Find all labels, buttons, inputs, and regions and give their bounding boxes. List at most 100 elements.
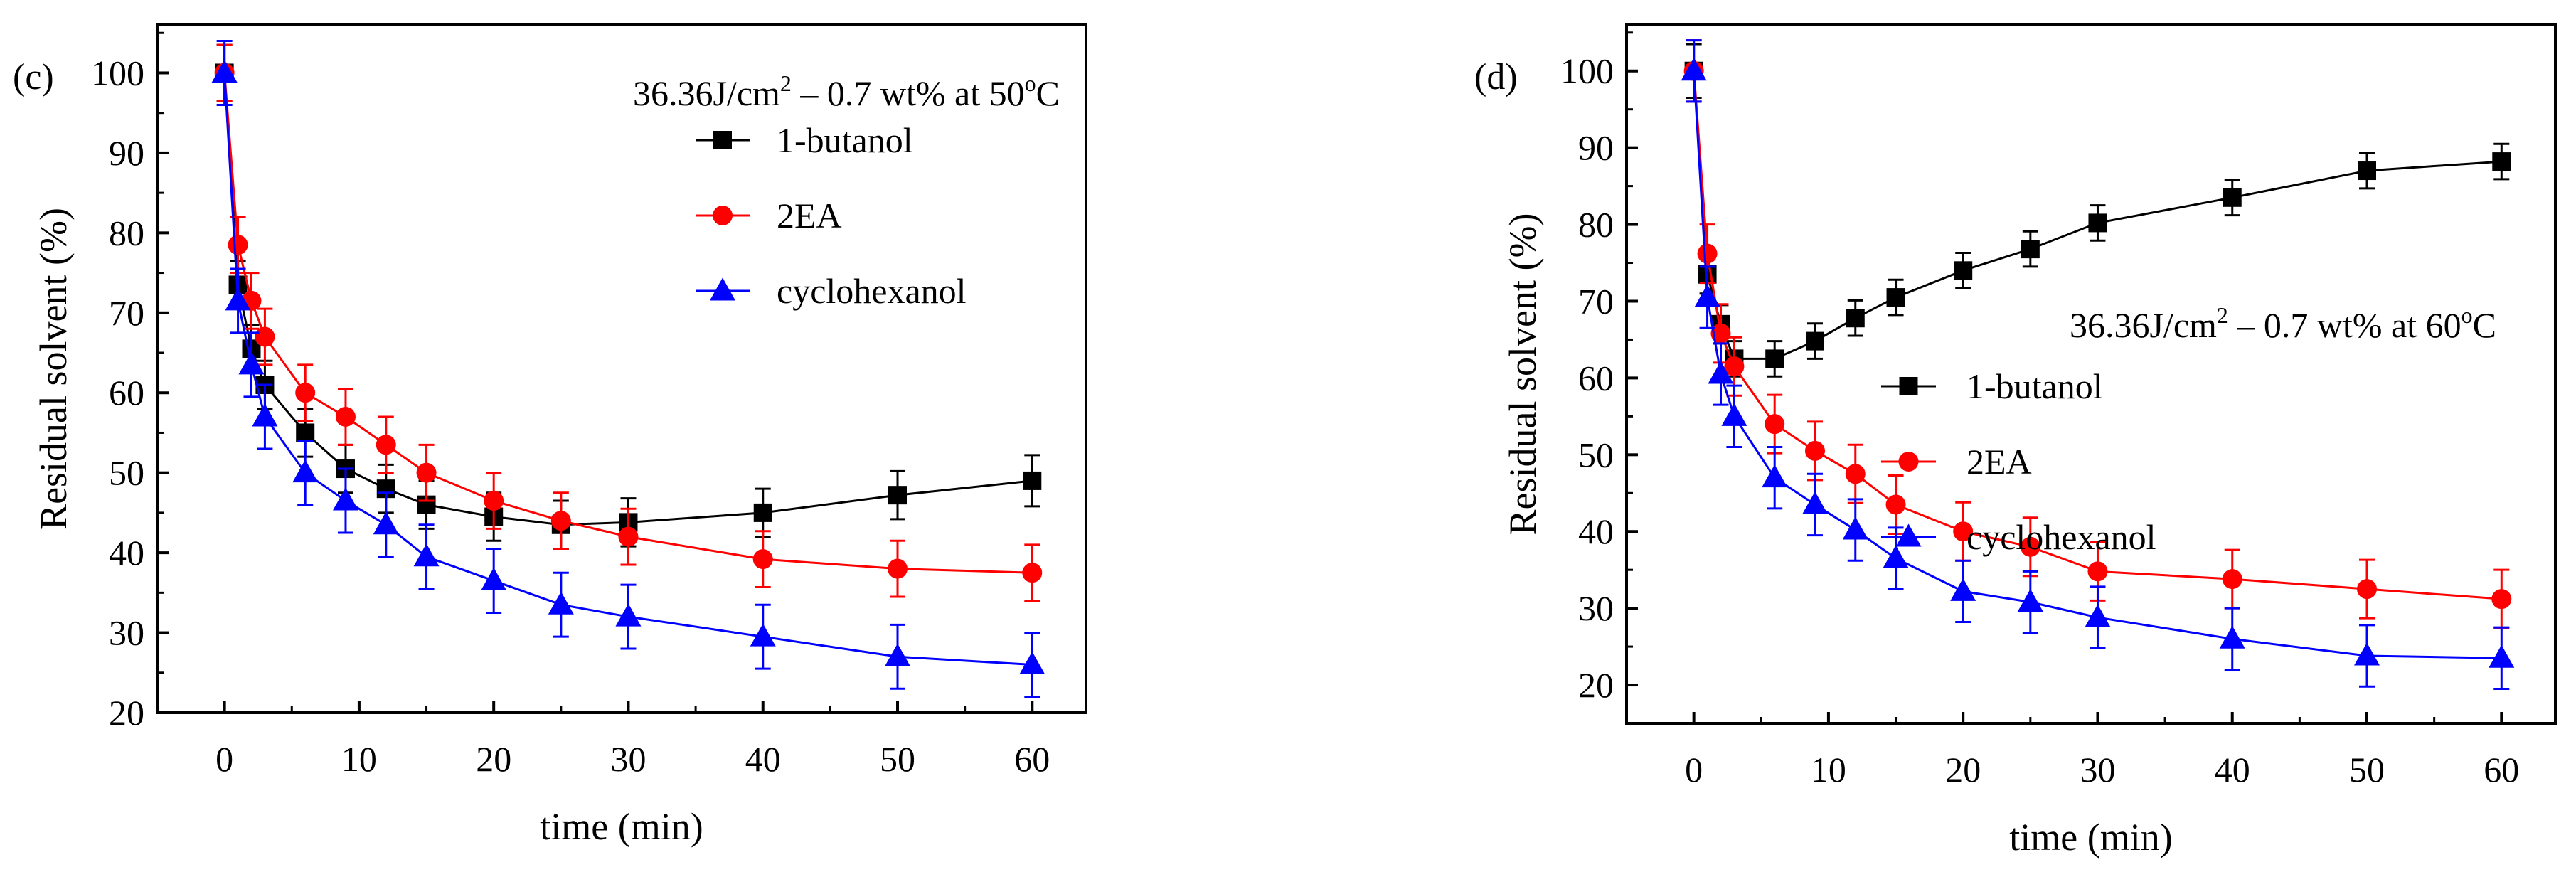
data-point [753, 503, 772, 522]
data-point [416, 462, 437, 483]
data-point [373, 511, 399, 535]
legend-entry-cyclohexanol: cyclohexanol [696, 271, 967, 311]
data-point [618, 526, 639, 547]
data-point [2357, 579, 2378, 600]
data-point [1801, 491, 1828, 514]
data-point [2088, 213, 2107, 233]
panel-label: (d) [1474, 57, 1518, 97]
data-point [292, 459, 319, 483]
x-tick-label: 10 [1811, 750, 1846, 790]
data-point [252, 403, 278, 427]
data-point [296, 423, 315, 442]
x-tick-label: 40 [2215, 750, 2250, 790]
y-tick-label: 70 [109, 293, 144, 333]
y-axis-title: Residual solvent (%) [32, 208, 75, 530]
data-point [1022, 563, 1043, 583]
data-point [255, 326, 275, 347]
series-cyclohexanol [1681, 39, 2515, 690]
x-axis-title: time (min) [2009, 816, 2172, 859]
y-tick-label: 40 [1578, 511, 1614, 551]
legend-label: cyclohexanol [1966, 517, 2156, 557]
data-point [481, 567, 507, 590]
data-point [1885, 494, 1906, 515]
data-point [888, 558, 908, 579]
y-tick-label: 20 [109, 693, 144, 733]
x-tick-label: 50 [2349, 750, 2385, 790]
data-point [1694, 284, 1720, 307]
data-point [2020, 536, 2040, 557]
condition-text: 36.36J/cm2 – 0.7 wt% at 60oC [2070, 302, 2496, 345]
legend-label: 1-butanol [1966, 366, 2103, 406]
condition-superscript: o [1025, 70, 1036, 96]
legend-entry-1-butanol: 1-butanol [1881, 366, 2103, 406]
x-tick-label: 40 [745, 739, 781, 779]
y-tick-label: 80 [1578, 205, 1614, 245]
data-point [332, 487, 358, 511]
legend-marker [713, 131, 732, 149]
data-point [2358, 161, 2377, 181]
y-tick-label: 70 [1578, 281, 1614, 321]
data-point [2087, 561, 2108, 582]
data-point [1023, 471, 1042, 490]
y-tick-label: 90 [109, 133, 144, 173]
y-tick-label: 30 [1578, 588, 1614, 628]
y-tick-label: 40 [109, 533, 144, 573]
condition-text-part: C [1036, 73, 1060, 113]
legend-entry-2EA: 2EA [1881, 442, 2032, 482]
x-tick-label: 0 [1685, 750, 1703, 790]
data-point [1681, 58, 1707, 81]
data-point [1762, 464, 1788, 488]
legend-marker [710, 277, 735, 301]
x-tick-label: 50 [880, 739, 915, 779]
legend-entry-cyclohexanol: cyclohexanol [1881, 517, 2156, 557]
data-point [1708, 361, 1734, 384]
data-point [1019, 651, 1045, 675]
y-tick-label: 100 [1560, 51, 1614, 91]
data-point [1710, 323, 1731, 344]
x-tick-label: 20 [476, 739, 511, 779]
legend-entry-1-butanol: 1-butanol [696, 120, 913, 160]
y-tick-label: 60 [1578, 358, 1614, 398]
data-point [2017, 588, 2043, 612]
legend-entry-2EA: 2EA [696, 196, 842, 235]
y-tick-label: 50 [109, 453, 144, 493]
y-tick-label: 80 [109, 213, 144, 253]
panel-c-chart: 0 10 20 30 40 50 60 20 30 40 50 60 70 80 90 100 time (mi… [13, 23, 1087, 848]
data-point [225, 287, 251, 311]
data-point [2489, 644, 2515, 668]
x-tick-label: 0 [215, 739, 233, 779]
data-point [1805, 331, 1824, 351]
condition-text: 36.36J/cm2 – 0.7 wt% at 50oC [633, 70, 1060, 113]
condition-text-part: C [2473, 305, 2496, 345]
data-point [2491, 589, 2512, 610]
condition-text-part: 36.36J/cm [633, 73, 780, 113]
data-point [413, 543, 440, 567]
data-point [376, 435, 396, 455]
panel-d-chart: 0 10 20 30 40 50 60 20 30 40 50 60 70 80 90 100 time (mi… [1474, 23, 2557, 859]
plot-frame [1625, 23, 2557, 725]
data-point [1804, 440, 1825, 461]
panel-label: (c) [13, 57, 54, 97]
data-point [2222, 569, 2242, 590]
y-tick-label: 90 [1578, 128, 1614, 168]
data-point [1845, 464, 1866, 484]
data-point [550, 511, 571, 531]
data-point [1846, 309, 1865, 328]
legend-marker [1898, 452, 1919, 472]
legend-label: cyclohexanol [777, 271, 967, 311]
condition-text-part: – 0.7 wt% at 50 [792, 73, 1025, 113]
x-tick-label: 30 [610, 739, 646, 779]
data-point [885, 643, 911, 666]
data-point [750, 623, 776, 647]
data-point [2021, 240, 2040, 259]
y-tick-label: 20 [1578, 665, 1614, 705]
data-point [752, 549, 773, 570]
condition-superscript: 2 [2217, 302, 2228, 328]
data-point [2085, 604, 2111, 627]
legend-marker [1895, 523, 1922, 547]
data-point [1721, 403, 1747, 426]
x-tick-label: 10 [341, 739, 377, 779]
condition-superscript: o [2461, 302, 2473, 328]
data-point [1883, 545, 1909, 568]
data-point [2223, 188, 2242, 207]
